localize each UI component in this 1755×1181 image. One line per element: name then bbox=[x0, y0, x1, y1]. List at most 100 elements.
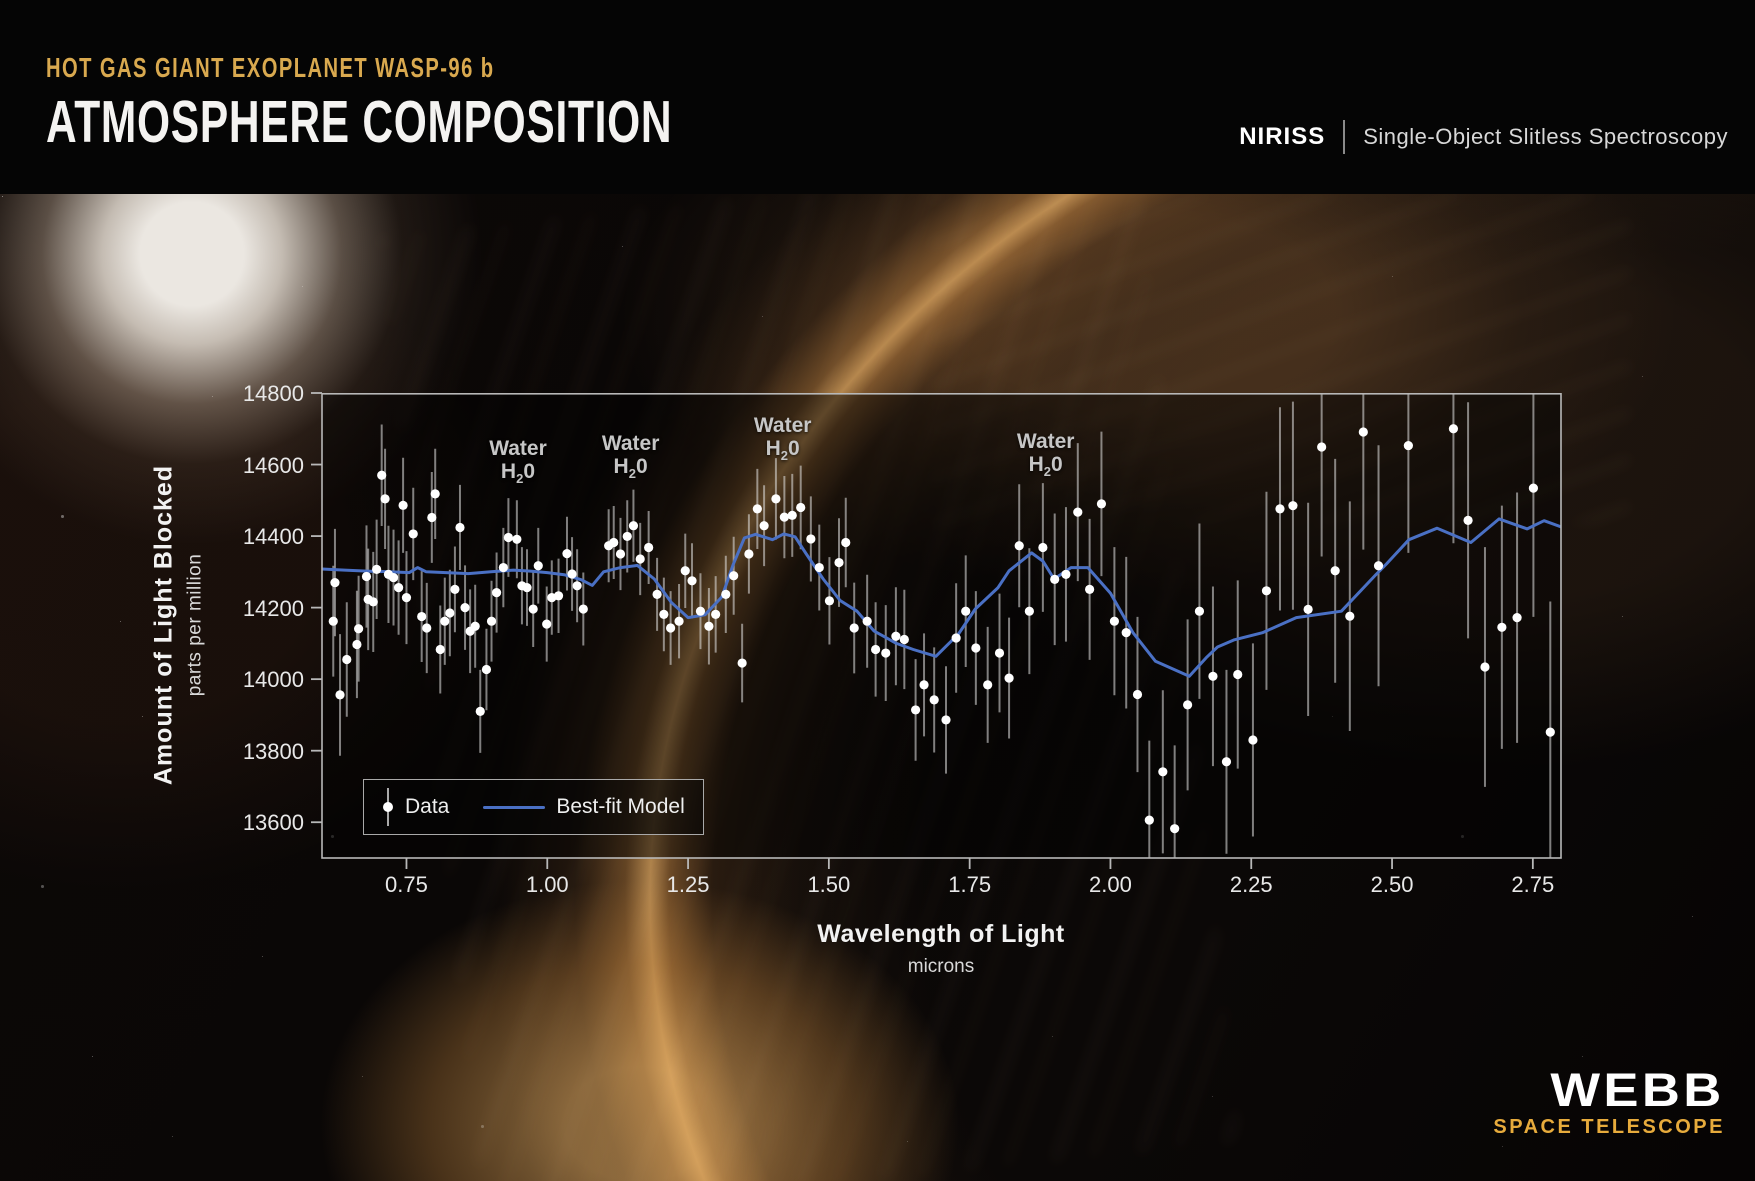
y-axis-title-sub: parts per million bbox=[184, 553, 206, 697]
data-point bbox=[354, 624, 364, 634]
eyebrow-text: HOT GAS GIANT EXOPLANET WASP-96 b bbox=[46, 52, 495, 83]
divider bbox=[1343, 120, 1346, 154]
data-point bbox=[1109, 616, 1119, 626]
data-point bbox=[422, 623, 432, 633]
y-tick-label: 13800 bbox=[242, 738, 304, 764]
instrument-info: NIRISS Single-Object Slitless Spectrosco… bbox=[1239, 120, 1728, 154]
data-point bbox=[759, 521, 769, 531]
x-axis-title: Wavelength of Light microns bbox=[817, 920, 1064, 978]
y-axis-title: Amount of Light Blocked parts per millio… bbox=[150, 465, 207, 785]
plot-frame bbox=[321, 393, 1562, 859]
data-point bbox=[1004, 673, 1014, 683]
data-point bbox=[881, 648, 891, 658]
instrument-name: NIRISS bbox=[1239, 123, 1326, 150]
data-point bbox=[1096, 499, 1107, 509]
data-point bbox=[1403, 440, 1413, 451]
data-point bbox=[1512, 613, 1522, 623]
data-point bbox=[666, 623, 676, 633]
data-point bbox=[572, 581, 582, 591]
x-tick-label: 1.25 bbox=[666, 872, 710, 897]
data-point bbox=[398, 500, 408, 510]
data-point bbox=[430, 489, 440, 499]
data-point bbox=[342, 654, 352, 665]
data-point bbox=[787, 510, 797, 520]
y-tick-label: 13600 bbox=[242, 810, 304, 836]
data-point bbox=[721, 589, 731, 599]
data-point bbox=[1275, 504, 1285, 514]
data-point bbox=[929, 695, 939, 705]
data-point bbox=[328, 616, 338, 626]
data-point bbox=[971, 643, 981, 653]
eyebrow-title: HOT GAS GIANT EXOPLANET WASP-96 b bbox=[46, 52, 669, 84]
data-point bbox=[1194, 606, 1205, 616]
data-point bbox=[445, 608, 455, 618]
y-tick-label: 14400 bbox=[242, 524, 304, 550]
data-point bbox=[1303, 604, 1313, 615]
data-point bbox=[1497, 622, 1507, 632]
data-point bbox=[849, 623, 859, 633]
y-tick-label: 14200 bbox=[242, 595, 304, 621]
data-point bbox=[401, 593, 412, 603]
data-point bbox=[435, 644, 445, 655]
data-point bbox=[450, 584, 460, 594]
data-point bbox=[961, 606, 971, 616]
data-point bbox=[1144, 815, 1154, 825]
data-point bbox=[361, 571, 372, 582]
data-point bbox=[644, 542, 654, 553]
water-annotation: Water H20 bbox=[489, 437, 547, 487]
data-point bbox=[824, 596, 835, 606]
data-point bbox=[1170, 824, 1180, 834]
data-point bbox=[335, 690, 345, 700]
data-point bbox=[567, 569, 577, 579]
data-point bbox=[512, 534, 522, 544]
model-line-marker-icon bbox=[483, 805, 546, 809]
plot-area bbox=[311, 392, 1562, 869]
legend-label-model: Best-fit Model bbox=[556, 795, 685, 818]
data-point bbox=[562, 549, 572, 559]
data-point bbox=[1158, 767, 1168, 777]
data-point bbox=[1038, 542, 1048, 553]
data-point bbox=[871, 644, 881, 655]
header-bar: HOT GAS GIANT EXOPLANET WASP-96 b ATMOSP… bbox=[0, 0, 1755, 194]
chart-legend: Data Best-fit Model bbox=[363, 779, 704, 835]
data-point bbox=[1317, 442, 1327, 452]
data-point bbox=[635, 554, 645, 564]
data-point-marker-icon bbox=[382, 788, 394, 826]
data-point bbox=[729, 571, 739, 581]
data-point bbox=[796, 502, 806, 513]
water-annotation: Water H20 bbox=[601, 431, 660, 482]
data-point bbox=[1358, 427, 1368, 437]
data-point bbox=[460, 603, 470, 613]
data-point bbox=[372, 564, 382, 574]
data-point bbox=[899, 634, 909, 645]
y-tick-label: 14600 bbox=[242, 452, 304, 478]
data-point bbox=[1448, 424, 1459, 434]
data-point bbox=[711, 609, 721, 620]
data-point bbox=[1330, 566, 1340, 576]
x-tick-label: 1.00 bbox=[525, 872, 569, 897]
webb-logo-main: WEBB bbox=[1550, 1063, 1725, 1116]
y-tick-label: 14000 bbox=[242, 667, 304, 693]
data-point bbox=[440, 616, 450, 626]
data-point bbox=[891, 631, 901, 641]
data-point bbox=[388, 572, 399, 583]
x-tick-label: 2.75 bbox=[1511, 872, 1555, 897]
data-point bbox=[1014, 541, 1024, 551]
page-title: ATMOSPHERE COMPOSITION bbox=[46, 88, 916, 156]
data-point bbox=[1288, 501, 1298, 511]
data-point bbox=[1248, 735, 1258, 745]
data-point bbox=[380, 494, 390, 504]
data-point bbox=[498, 562, 508, 573]
data-point bbox=[841, 537, 851, 548]
y-tick-label: 14800 bbox=[242, 381, 304, 406]
data-point bbox=[609, 537, 619, 548]
data-point bbox=[542, 619, 552, 629]
data-point bbox=[377, 470, 387, 480]
observation-mode: Single-Object Slitless Spectroscopy bbox=[1363, 124, 1728, 149]
data-point bbox=[578, 604, 588, 614]
data-point bbox=[1073, 507, 1083, 517]
data-point bbox=[1183, 700, 1193, 710]
data-point bbox=[771, 494, 781, 504]
